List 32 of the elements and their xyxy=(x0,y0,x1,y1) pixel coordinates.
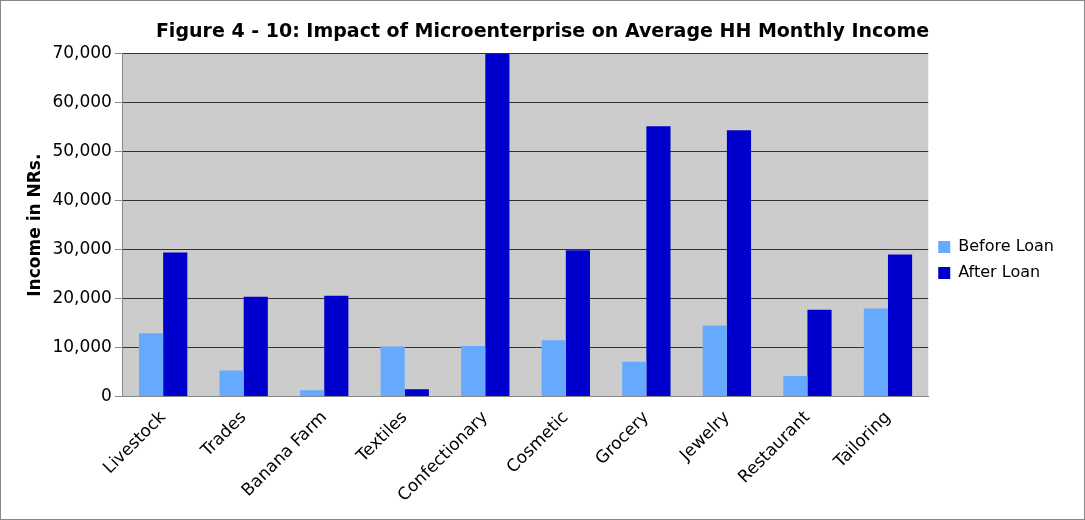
bar xyxy=(243,296,268,397)
bar xyxy=(541,340,566,397)
bar xyxy=(300,390,325,397)
bar xyxy=(702,325,727,397)
bar xyxy=(219,370,244,397)
bar xyxy=(163,252,188,397)
bar xyxy=(404,389,429,397)
bar xyxy=(565,250,590,397)
y-axis-title: Income in NRs. xyxy=(23,153,44,297)
y-tick-label: 50,000 xyxy=(52,140,112,161)
bar xyxy=(461,346,486,397)
legend-label: Before Loan xyxy=(958,236,1054,256)
bar xyxy=(807,309,832,397)
legend-label: After Loan xyxy=(958,262,1041,282)
chart-title: Figure 4 - 10: Impact of Microenterprise on Average HH Monthly Income xyxy=(155,19,930,42)
y-tick-label: 60,000 xyxy=(52,91,112,112)
bar xyxy=(726,130,752,397)
y-tick-label: 40,000 xyxy=(52,189,112,210)
bar xyxy=(646,126,671,397)
bar xyxy=(138,333,164,397)
y-tick-label: 20,000 xyxy=(52,287,112,308)
y-tick-label: 30,000 xyxy=(52,238,112,259)
y-tick-label: 0 xyxy=(101,384,112,405)
bar xyxy=(380,346,405,397)
bar xyxy=(887,254,913,397)
bar xyxy=(324,295,349,397)
bar xyxy=(622,361,647,397)
bar xyxy=(783,375,808,397)
y-tick-label: 70,000 xyxy=(52,42,112,63)
bar xyxy=(863,308,888,397)
y-tick-label: 10,000 xyxy=(52,335,112,356)
bar xyxy=(485,53,510,397)
